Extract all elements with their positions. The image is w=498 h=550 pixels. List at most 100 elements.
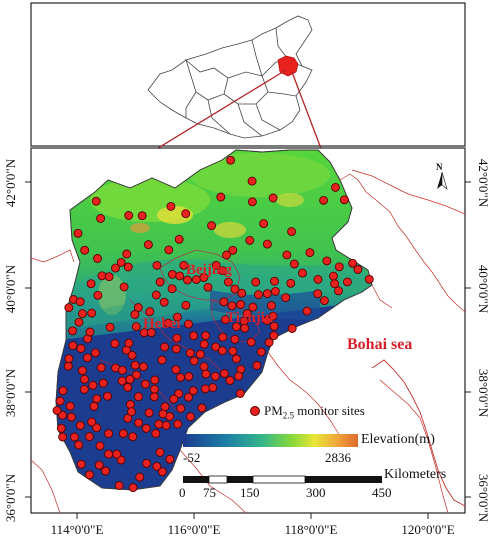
monitor-site-marker <box>74 440 84 450</box>
monitor-site-marker <box>247 197 257 207</box>
monitor-site-marker <box>174 234 184 244</box>
monitor-site-marker <box>181 300 191 310</box>
monitor-site-marker <box>91 196 101 206</box>
monitor-site-marker <box>124 211 134 220</box>
monitor-site-marker <box>74 317 84 327</box>
monitor-site-marker <box>77 366 87 376</box>
monitor-site-marker <box>94 460 104 470</box>
monitor-site-marker <box>201 331 211 341</box>
monitor-site-marker <box>75 421 85 430</box>
monitor-site-marker <box>117 376 127 386</box>
monitor-site-marker <box>128 483 138 493</box>
monitor-site-marker <box>186 412 195 422</box>
monitor-site-marker <box>87 308 97 318</box>
monitor-site-marker <box>123 382 133 392</box>
coastline-east <box>371 359 466 507</box>
right-lat-label-42: 42°0'0"N <box>476 158 491 208</box>
monitor-site-marker <box>334 286 343 296</box>
monitor-site-marker <box>114 481 124 490</box>
monitor-site-marker <box>105 322 115 332</box>
right-lat-label-40: 40°0'0"N <box>476 264 491 314</box>
monitor-site-marker <box>80 245 90 255</box>
monitor-site-marker <box>137 211 147 221</box>
monitor-site-marker <box>64 303 74 313</box>
monitor-site-marker <box>88 380 98 390</box>
monitor-site-marker <box>189 356 199 366</box>
elevation-colorbar <box>183 434 358 447</box>
monitor-site-marker <box>172 333 182 343</box>
monitor-site-marker <box>266 301 276 311</box>
monitor-site-marker <box>160 402 170 412</box>
monitor-site-marker <box>248 302 258 312</box>
monitor-site-marker <box>264 338 274 347</box>
monitor-site-marker <box>227 301 237 311</box>
monitor-site-marker <box>270 286 280 296</box>
monitor-site-marker <box>184 392 193 402</box>
legend-scale-title: Kilometers <box>384 467 447 482</box>
monitor-site-marker <box>185 348 195 358</box>
neighbor-boundaries <box>30 169 466 514</box>
north-arrow-label: N <box>436 162 443 172</box>
monitor-site-marker <box>231 354 241 364</box>
monitor-site-marker <box>184 319 193 329</box>
place-label-beijing: Beijing <box>186 262 232 278</box>
monitor-site-marker <box>232 322 241 332</box>
monitor-site-marker <box>256 347 266 357</box>
bottom-lon-label-120: 120°0'0"E <box>401 522 455 537</box>
monitor-site-marker <box>269 321 279 331</box>
monitor-site-marker <box>92 394 102 404</box>
monitor-site-marker <box>98 378 108 388</box>
monitor-site-marker <box>259 219 269 229</box>
scale-bar <box>183 475 382 484</box>
scale-tick-450: 450 <box>372 485 392 500</box>
bottom-lon-label-116: 116°0'0"E <box>167 522 221 537</box>
bottom-lon-label-118: 118°0'0"E <box>284 522 338 537</box>
monitor-site-marker <box>348 258 358 268</box>
monitor-site-marker <box>73 228 83 238</box>
monitor-site-marker <box>70 432 79 442</box>
scale-tick-75: 75 <box>203 485 216 500</box>
monitor-site-marker <box>169 394 179 404</box>
monitor-site-marker <box>240 323 250 333</box>
china-outline <box>147 15 313 139</box>
monitor-site-marker <box>80 374 90 384</box>
legend-elevation-title: Elevation(m) <box>361 432 435 447</box>
monitor-site-marker <box>234 371 244 381</box>
monitor-site-marker <box>211 260 221 270</box>
monitor-site-marker <box>112 449 122 459</box>
monitor-site-marker <box>133 303 143 312</box>
monitor-site-marker <box>262 316 272 325</box>
monitor-site-marker <box>128 432 138 442</box>
monitor-site-marker <box>364 274 374 284</box>
monitor-site-marker <box>163 318 173 328</box>
monitor-site-marker <box>158 409 168 419</box>
monitor-site-marker <box>117 365 127 375</box>
monitor-site-marker <box>116 455 126 465</box>
monitor-site-marker <box>220 315 230 325</box>
monitor-site-marker <box>210 371 220 381</box>
monitor-site-marker <box>305 248 315 258</box>
monitor-site-marker <box>223 277 233 287</box>
monitor-site-marker <box>96 214 106 223</box>
monitor-site-marker <box>331 182 340 192</box>
monitor-site-marker <box>176 372 185 382</box>
monitor-site-marker <box>68 341 78 351</box>
monitor-site-marker <box>201 369 211 379</box>
monitor-site-marker <box>116 257 126 267</box>
monitor-site-marker <box>175 271 185 281</box>
monitor-site-marker <box>167 284 177 294</box>
monitor-site-marker <box>173 419 183 429</box>
monitor-site-marker <box>197 403 207 413</box>
monitor-site-marker <box>119 282 129 292</box>
monitor-site-marker <box>226 155 236 165</box>
monitor-site-marker <box>127 407 136 417</box>
left-lat-label-40: 40°0'0"N <box>3 264 18 314</box>
monitor-site-marker <box>184 372 194 381</box>
monitor-site-marker <box>104 429 114 439</box>
monitor-site-marker <box>58 432 68 442</box>
monitor-site-marker <box>160 342 170 352</box>
monitor-site-marker <box>65 401 75 411</box>
monitor-site-marker <box>95 441 105 451</box>
monitor-site-marker <box>56 423 66 433</box>
